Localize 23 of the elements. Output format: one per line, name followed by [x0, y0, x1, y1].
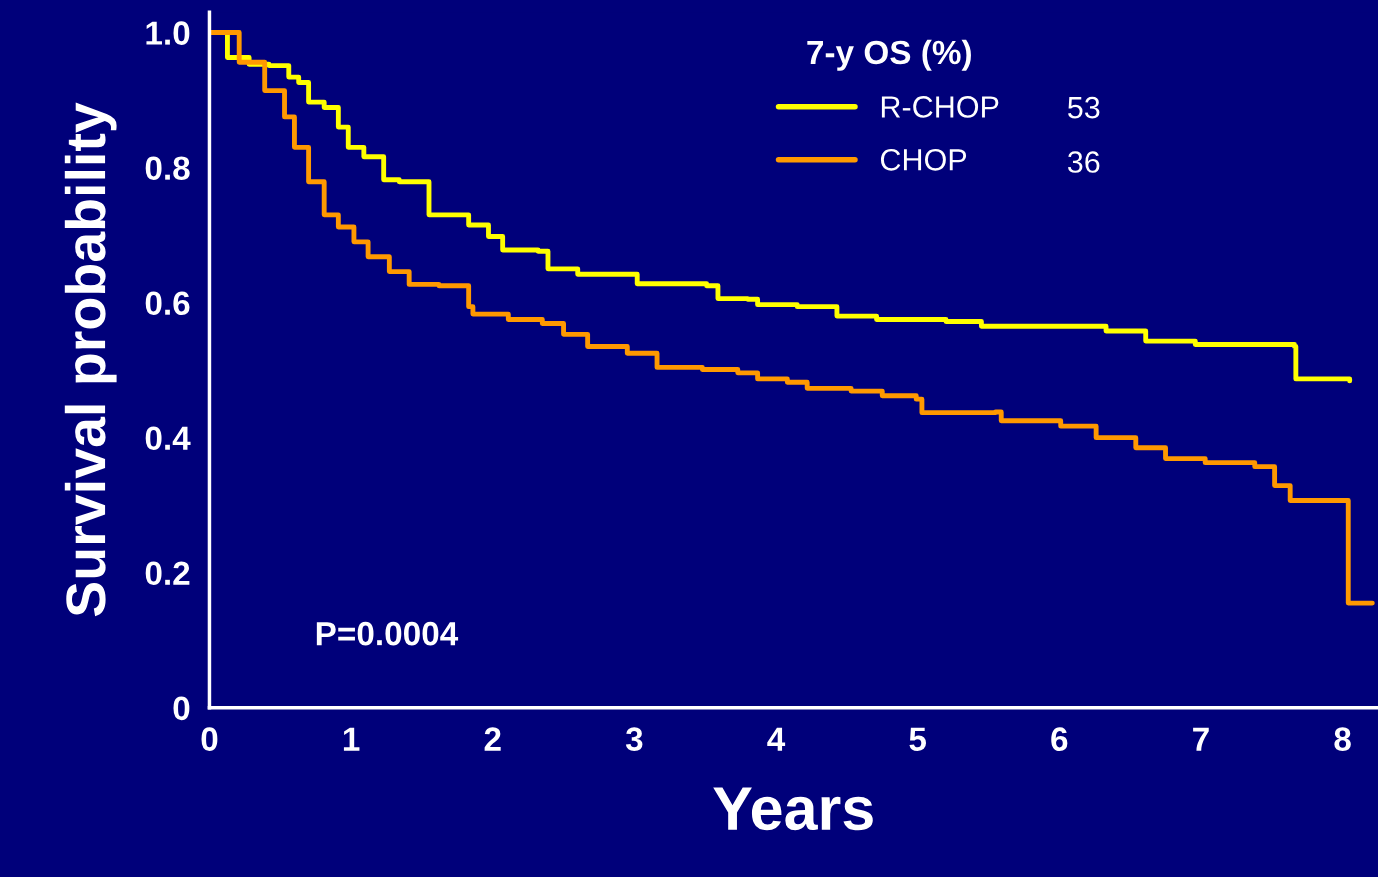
y-tick-label: 0.6	[145, 291, 190, 316]
x-tick-label: 0	[201, 727, 218, 751]
x-tick-label: 5	[909, 727, 927, 751]
x-tick-label: 6	[1051, 727, 1068, 751]
y-tick-label: 0	[173, 696, 190, 721]
x-tick-label: 7	[1193, 727, 1209, 751]
legend-label: R-CHOP	[881, 96, 999, 118]
annotation: 36	[1067, 151, 1100, 173]
x-tick-label: 2	[484, 727, 501, 751]
y-axis-title: Survival probability	[64, 102, 117, 617]
x-tick-label: 4	[767, 727, 786, 751]
y-tick-label: 0.8	[145, 156, 190, 180]
y-tick-label: 0.4	[145, 426, 191, 451]
annotation: 53	[1068, 96, 1100, 119]
x-axis-title: Years	[713, 787, 873, 831]
x-tick-label: 1	[343, 727, 360, 751]
legend-label: CHOP	[880, 149, 967, 171]
y-tick-label: 0.2	[145, 561, 190, 586]
x-tick-label: 8	[1334, 727, 1351, 751]
annotation: P=0.0004	[316, 621, 459, 646]
x-tick-label: 3	[625, 727, 643, 752]
y-tick-label: 1.0	[146, 21, 190, 45]
legend-title: 7-y OS (%)	[807, 39, 971, 71]
